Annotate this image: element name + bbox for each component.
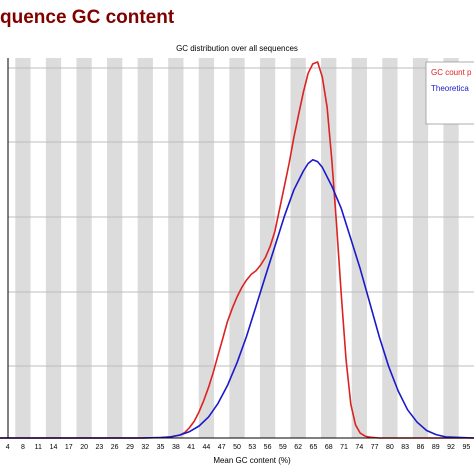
x-tick-label: 35 [157, 444, 165, 451]
grid-stripe [137, 58, 153, 438]
x-tick-label: 32 [141, 444, 149, 451]
x-tick-label: 29 [126, 444, 134, 451]
legend: GC count p Theoretica [425, 61, 474, 125]
grid-stripe [15, 58, 31, 438]
x-tick-label: 83 [401, 444, 409, 451]
x-tick-label: 26 [111, 444, 119, 451]
x-tick-label: 56 [264, 444, 272, 451]
series-line [0, 61, 474, 439]
x-tick-label: 50 [233, 444, 241, 451]
grid-stripe [290, 58, 306, 438]
grid-stripe [443, 58, 459, 438]
x-tick-label: 65 [310, 444, 318, 451]
x-tick-label: 77 [371, 444, 379, 451]
grid-stripe [76, 58, 92, 438]
series-line [0, 159, 474, 439]
x-tick-label: 74 [355, 444, 363, 451]
grid-stripe [382, 58, 398, 438]
x-tick-label: 59 [279, 444, 287, 451]
x-tick-label: 86 [417, 444, 425, 451]
legend-entry: GC count p [431, 68, 472, 77]
x-tick-label: 8 [21, 444, 25, 451]
page-title: quence GC content [0, 7, 175, 28]
x-tick-label: 95 [462, 444, 470, 451]
x-tick-label: 92 [447, 444, 455, 451]
grid-stripe [229, 58, 245, 438]
grid-stripe [198, 58, 215, 438]
grid-stripe [321, 58, 337, 438]
x-tick-label: 41 [187, 444, 195, 451]
x-tick-label: 71 [340, 444, 348, 451]
horizontal-gridlines [8, 67, 474, 367]
grid-stripe [107, 58, 123, 438]
grid-stripes [15, 58, 459, 438]
chart-title: GC distribution over all sequences [176, 44, 298, 53]
grid-stripe [412, 58, 429, 438]
x-tick-label: 47 [218, 444, 226, 451]
grid-stripe [259, 58, 276, 438]
x-tick-label: 38 [172, 444, 180, 451]
x-tick-label: 14 [50, 444, 58, 451]
x-tick-label: 62 [294, 444, 302, 451]
series-lines [0, 61, 474, 439]
x-tick-label: 11 [35, 444, 42, 451]
grid-stripe [168, 58, 184, 438]
x-tick-label: 23 [95, 444, 103, 451]
x-tick-label: 80 [386, 444, 394, 451]
x-tick-label: 20 [80, 444, 88, 451]
x-axis-label: Mean GC content (%) [213, 456, 291, 465]
axes [0, 58, 474, 439]
grid-stripe [45, 58, 62, 438]
grid-stripe [351, 58, 367, 438]
legend-box [425, 61, 474, 125]
x-tick-label: 89 [432, 444, 440, 451]
legend-entry: Theoretica [431, 84, 469, 93]
x-tick-label: 4 [6, 444, 10, 451]
x-tick-label: 53 [248, 444, 256, 451]
x-tick-label: 68 [325, 444, 333, 451]
x-tick-labels: 4 8 11 14 17 20 23 26 29 32 35 38 41 44 47 50 53 56 59 62 65… [6, 444, 471, 451]
x-tick-label: 44 [203, 444, 211, 451]
x-tick-label: 17 [65, 444, 73, 451]
